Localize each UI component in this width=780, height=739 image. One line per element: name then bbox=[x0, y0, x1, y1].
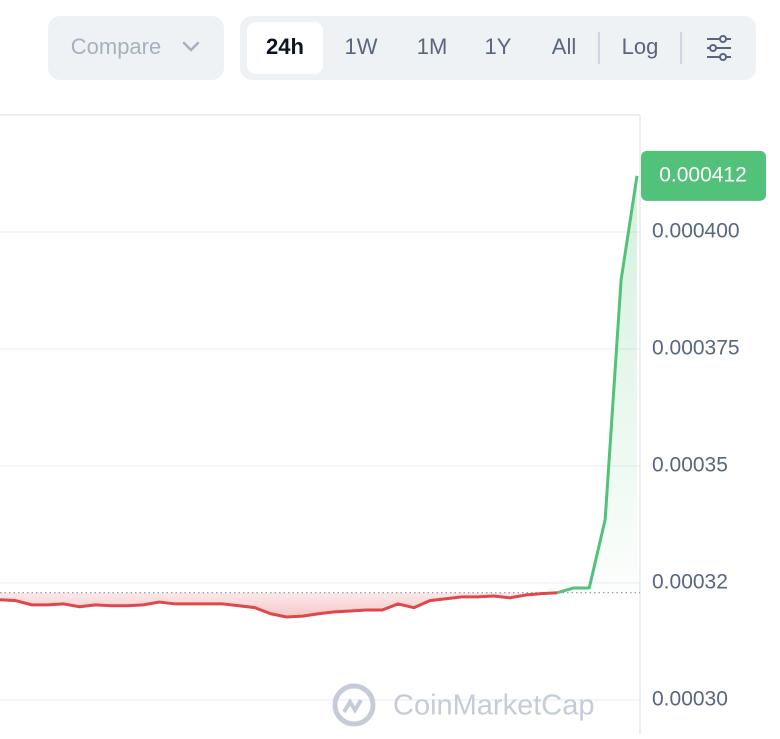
range-button[interactable]: 24h bbox=[266, 34, 304, 59]
compare-button[interactable] bbox=[48, 16, 224, 80]
y-tick-label: 0.00030 bbox=[652, 687, 728, 710]
price-line bbox=[0, 591, 558, 619]
price-tag bbox=[641, 150, 766, 201]
active-range-bg bbox=[247, 22, 323, 74]
toolbar: Compare Log bbox=[48, 16, 756, 80]
price-line bbox=[556, 175, 639, 595]
y-tick-label: 0.000375 bbox=[652, 336, 740, 359]
log-button[interactable]: Log bbox=[622, 34, 659, 59]
range-group bbox=[240, 16, 756, 80]
chevron bbox=[182, 41, 200, 52]
y-tick-label: 0.00035 bbox=[652, 453, 728, 476]
area-fill bbox=[557, 175, 637, 593]
price-tag-label: 0.000412 bbox=[659, 163, 747, 186]
area-fill bbox=[0, 592, 558, 618]
range-button[interactable]: 1W bbox=[345, 34, 378, 59]
watermark-text: CoinMarketCap bbox=[393, 690, 594, 722]
range-button[interactable]: 1Y bbox=[485, 34, 512, 59]
settings-icon[interactable] bbox=[707, 35, 731, 61]
watermark: CoinMarketCap bbox=[332, 683, 594, 727]
y-tick-label: 0.00032 bbox=[652, 570, 728, 593]
range-button[interactable]: All bbox=[552, 34, 576, 59]
range-button[interactable]: 1M bbox=[417, 34, 448, 59]
compare-label: Compare bbox=[71, 34, 161, 59]
y-tick-label: 0.000400 bbox=[652, 220, 740, 243]
